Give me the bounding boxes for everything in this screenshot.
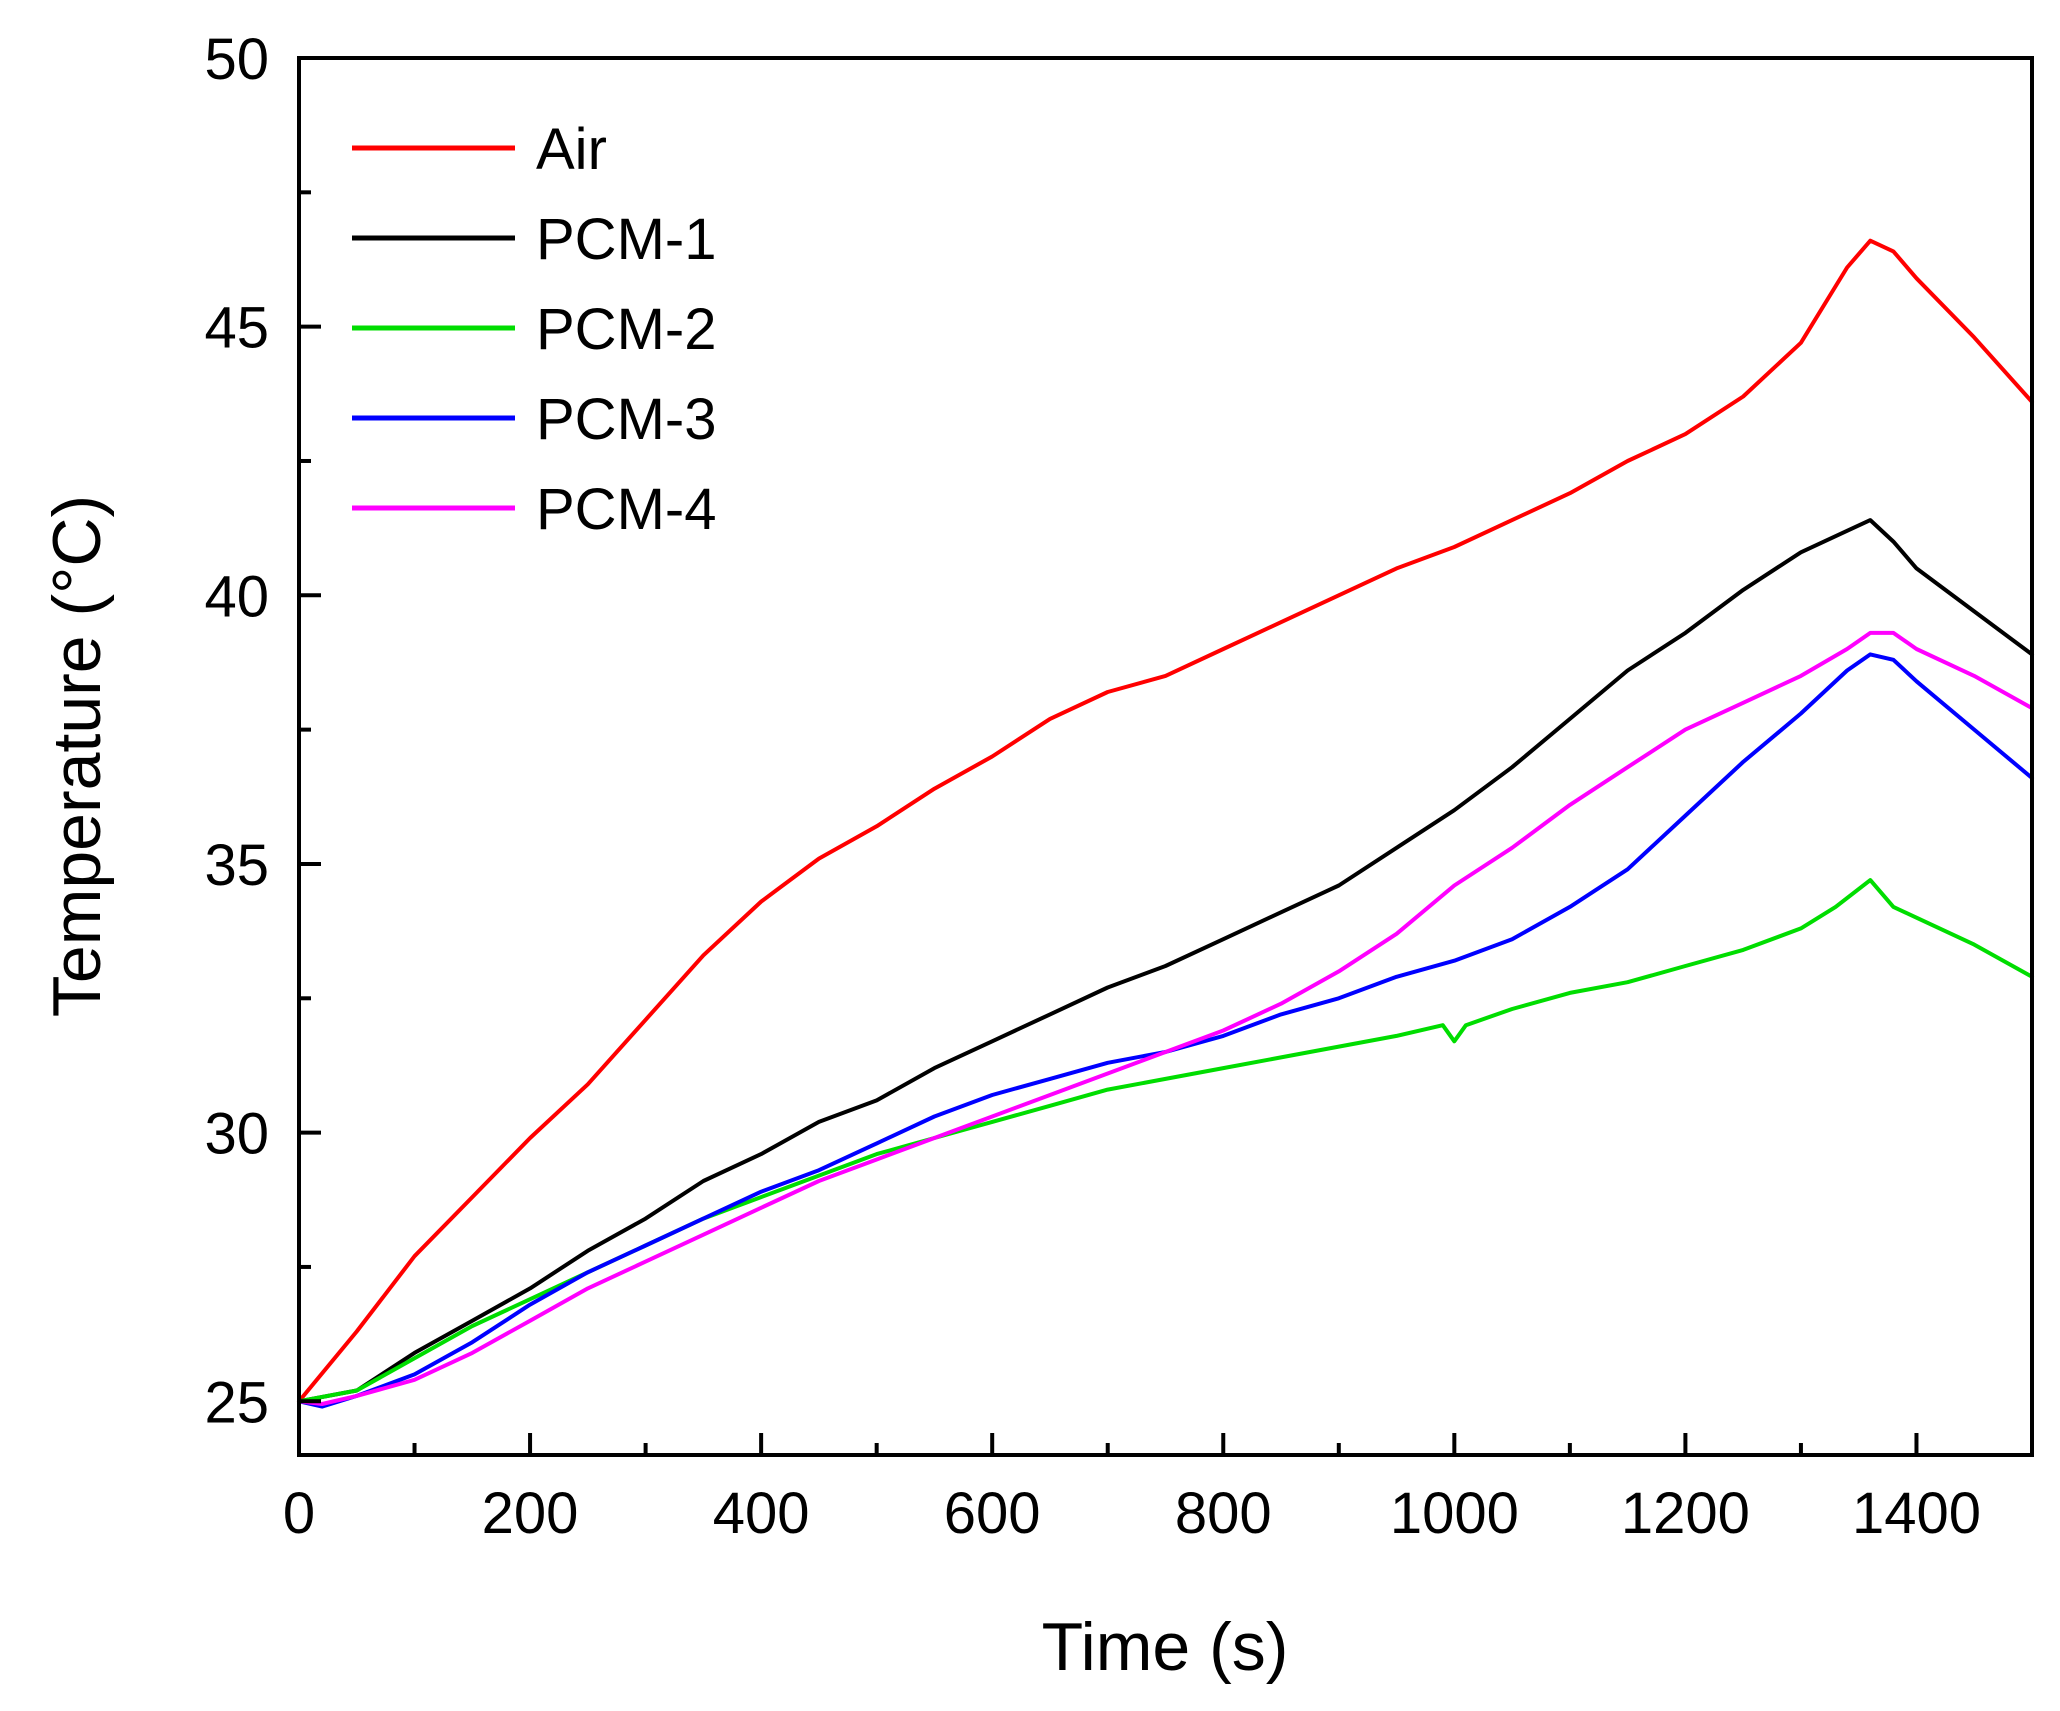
- legend-label-pcm-1: PCM-1: [536, 207, 716, 272]
- y-axis-title: Temperature (°C): [39, 495, 115, 1017]
- x-tick-label: 1000: [1390, 1481, 1519, 1546]
- series-layer: [297, 238, 2034, 1409]
- x-axis-title: Time (s): [1042, 1609, 1289, 1685]
- x-tick-label: 800: [1175, 1481, 1272, 1546]
- x-tick-label: 0: [283, 1481, 315, 1546]
- series-line-pcm-4: [297, 630, 2034, 1406]
- tick-label-layer: 0 200 400 600 800 1000 1200 1400 25 30 35 40 45 50: [204, 27, 1980, 1546]
- legend-label-pcm-2: PCM-2: [536, 297, 716, 362]
- y-tick-label: 50: [204, 27, 269, 92]
- series-line-air: [297, 238, 2034, 1404]
- x-tick-label: 1400: [1852, 1481, 1981, 1546]
- legend: Air PCM-1 PCM-2 PCM-3 PCM-4: [352, 117, 716, 542]
- y-tick-label: 35: [204, 833, 269, 898]
- y-tick-label: 30: [204, 1102, 269, 1167]
- x-tick-label: 600: [944, 1481, 1041, 1546]
- plot-frame: [297, 56, 2034, 1457]
- series-line-pcm-1: [297, 518, 2034, 1404]
- tick-layer: [297, 56, 1919, 1455]
- legend-label-pcm-4: PCM-4: [536, 477, 716, 542]
- x-tick-label: 1200: [1621, 1481, 1750, 1546]
- y-tick-label: 40: [204, 564, 269, 629]
- y-tick-label: 45: [204, 296, 269, 361]
- series-line-pcm-3: [297, 652, 2034, 1409]
- legend-label-pcm-3: PCM-3: [536, 387, 716, 452]
- series-line-pcm-2: [297, 878, 2034, 1404]
- legend-label-air: Air: [536, 117, 607, 182]
- y-tick-label: 25: [204, 1370, 269, 1435]
- x-tick-label: 200: [482, 1481, 579, 1546]
- x-tick-label: 400: [713, 1481, 810, 1546]
